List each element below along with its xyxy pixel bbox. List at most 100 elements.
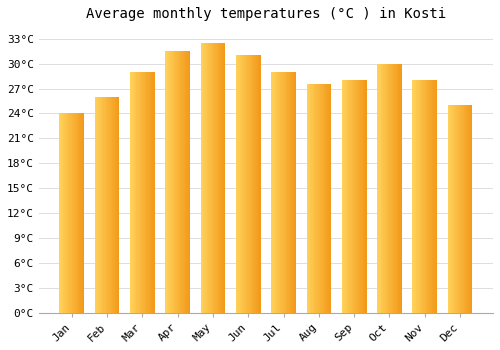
Bar (359, 80, 360, 313)
Bar (415, 80, 416, 313)
Bar (362, 80, 363, 313)
Bar (142, 72, 144, 313)
Bar (80, 113, 82, 313)
Bar (460, 105, 462, 313)
Bar (252, 55, 253, 313)
Bar (206, 43, 207, 313)
Bar (208, 43, 210, 313)
Bar (352, 80, 353, 313)
Bar (136, 72, 138, 313)
Bar (248, 55, 250, 313)
Bar (343, 80, 344, 313)
Bar (450, 105, 452, 313)
Bar (254, 55, 256, 313)
Bar (384, 64, 386, 313)
Bar (212, 43, 213, 313)
Bar (101, 97, 102, 313)
Bar (398, 64, 400, 313)
Bar (151, 72, 152, 313)
Bar (94, 97, 96, 313)
Bar (428, 80, 430, 313)
Bar (271, 72, 272, 313)
Bar (318, 84, 319, 313)
Bar (250, 55, 251, 313)
Bar (60, 113, 62, 313)
Bar (78, 113, 79, 313)
Bar (174, 51, 175, 313)
Bar (388, 64, 390, 313)
Bar (455, 105, 456, 313)
Bar (223, 43, 224, 313)
Bar (168, 51, 169, 313)
Bar (182, 51, 184, 313)
Bar (116, 97, 117, 313)
Bar (73, 113, 74, 313)
Bar (459, 105, 460, 313)
Bar (200, 43, 202, 313)
Bar (280, 72, 281, 313)
Bar (219, 43, 220, 313)
Bar (100, 97, 101, 313)
Bar (471, 105, 472, 313)
Bar (468, 105, 470, 313)
Bar (172, 51, 173, 313)
Bar (422, 80, 424, 313)
Bar (102, 97, 104, 313)
Bar (329, 84, 330, 313)
Bar (286, 72, 288, 313)
Bar (427, 80, 428, 313)
Bar (349, 80, 350, 313)
Bar (470, 105, 471, 313)
Bar (111, 97, 112, 313)
Bar (247, 55, 248, 313)
Bar (416, 80, 418, 313)
Bar (132, 72, 134, 313)
Bar (322, 84, 324, 313)
Bar (240, 55, 241, 313)
Bar (308, 84, 309, 313)
Bar (114, 97, 116, 313)
Bar (449, 105, 450, 313)
Bar (79, 113, 80, 313)
Bar (218, 43, 219, 313)
Bar (117, 97, 118, 313)
Bar (328, 84, 329, 313)
Bar (315, 84, 316, 313)
Bar (146, 72, 148, 313)
Bar (344, 80, 346, 313)
Bar (354, 80, 356, 313)
Bar (285, 72, 286, 313)
Bar (282, 72, 284, 313)
Bar (350, 80, 352, 313)
Bar (414, 80, 415, 313)
Bar (274, 72, 275, 313)
Bar (436, 80, 437, 313)
Bar (170, 51, 172, 313)
Bar (393, 64, 394, 313)
Bar (203, 43, 204, 313)
Bar (387, 64, 388, 313)
Bar (185, 51, 186, 313)
Bar (216, 43, 218, 313)
Bar (377, 64, 378, 313)
Bar (396, 64, 397, 313)
Bar (210, 43, 212, 313)
Bar (68, 113, 70, 313)
Bar (364, 80, 366, 313)
Bar (452, 105, 454, 313)
Bar (281, 72, 282, 313)
Bar (186, 51, 188, 313)
Bar (353, 80, 354, 313)
Bar (392, 64, 393, 313)
Bar (106, 97, 107, 313)
Bar (448, 105, 449, 313)
Bar (83, 113, 84, 313)
Bar (251, 55, 252, 313)
Bar (176, 51, 178, 313)
Title: Average monthly temperatures (°C ) in Kosti: Average monthly temperatures (°C ) in Ko… (86, 7, 446, 21)
Bar (320, 84, 322, 313)
Bar (62, 113, 63, 313)
Bar (213, 43, 214, 313)
Bar (258, 55, 260, 313)
Bar (272, 72, 274, 313)
